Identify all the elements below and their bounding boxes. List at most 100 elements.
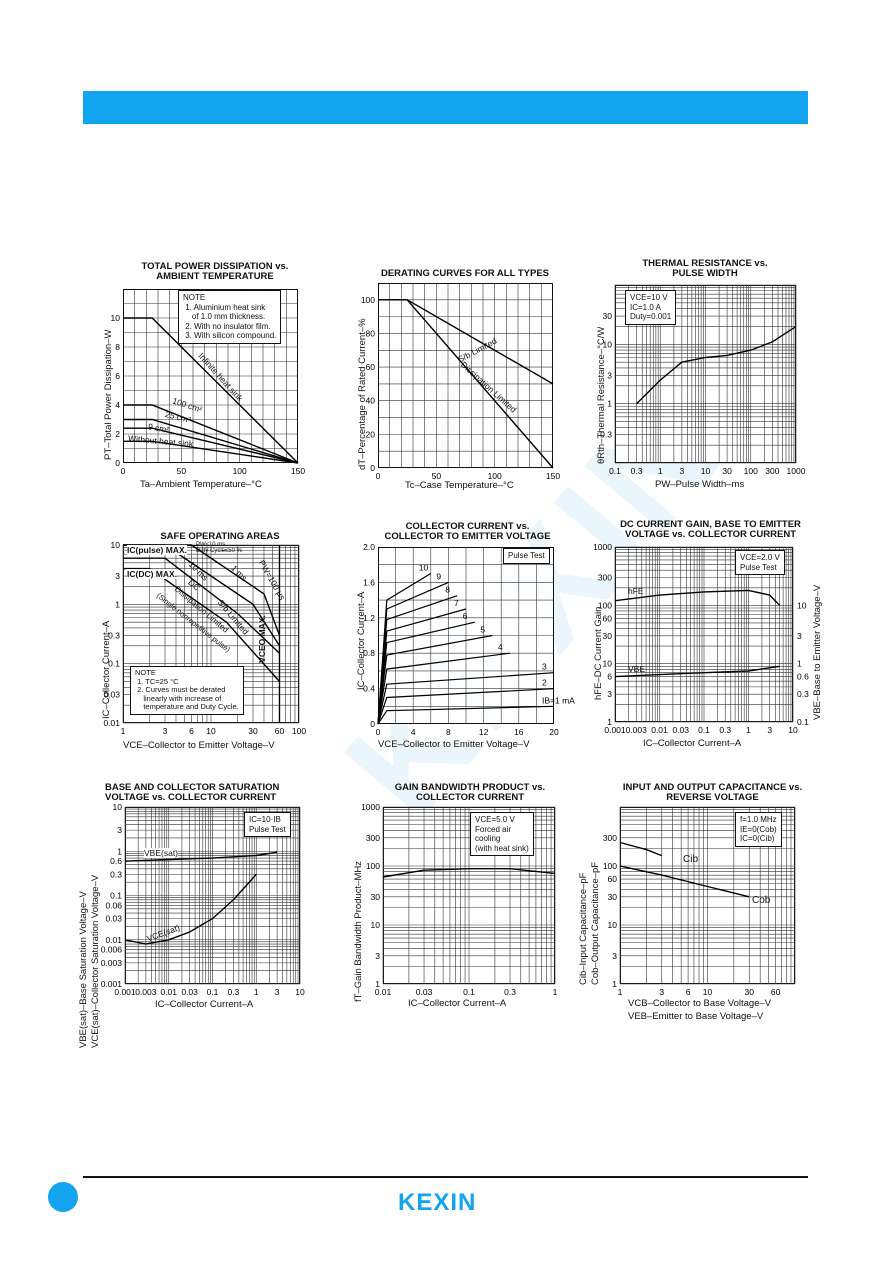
curve-label: 2 <box>542 678 547 688</box>
series-line <box>123 567 281 682</box>
chart-title: COLLECTOR CURRENT vs. COLLECTOR TO EMITT… <box>384 521 551 542</box>
x-tick-label: 0.1 <box>463 987 475 997</box>
x-tick-label: 1 <box>746 725 751 735</box>
y-tick-label: 1 <box>115 599 120 609</box>
x-tick-label: 3 <box>275 987 280 997</box>
y-tick-label: 0.3 <box>110 869 122 879</box>
series-line <box>124 851 278 862</box>
y-tick-label: 1 <box>607 717 612 727</box>
curve-label-hfe: hFE <box>628 586 644 596</box>
x-tick-label: 6 <box>189 726 194 736</box>
x-tick-label: 0.1 <box>609 466 621 476</box>
x-tick-label: 4 <box>411 727 416 737</box>
series-line <box>377 705 555 725</box>
header-bar <box>83 91 808 124</box>
x-tick-label: 0.3 <box>504 987 516 997</box>
x-tick-label: 0 <box>376 471 381 481</box>
chart-title: INPUT AND OUTPUT CAPACITANCE vs. REVERSE… <box>622 782 803 803</box>
x-tick-label: 0.01 <box>375 987 392 997</box>
y-tick-label: 1 <box>612 979 617 989</box>
curve-label: 10 <box>419 563 429 573</box>
y-tick-label: 0.01 <box>103 718 120 728</box>
y-tick-label: 0 <box>370 719 375 729</box>
y-tick-label: 100 <box>361 295 375 305</box>
y-tick-label: 40 <box>366 396 376 406</box>
chart-note: IC=10·IB Pulse Test <box>244 812 291 837</box>
series-line <box>377 634 493 725</box>
x-tick-label: 30 <box>745 987 755 997</box>
x-tick-label: 0.3 <box>631 466 643 476</box>
x-tick-label: 0.03 <box>181 987 198 997</box>
y-tick-label: 6 <box>607 672 612 682</box>
plot-frame <box>378 283 553 468</box>
x-tick-label: 0 <box>376 727 381 737</box>
y-tick-label: 0.06 <box>105 900 122 910</box>
series-line <box>614 665 780 678</box>
x-axis-label: IC–Collector Current–A <box>408 998 507 1009</box>
x-tick-label: 100 <box>488 471 502 481</box>
curve-label: 9 <box>436 571 441 581</box>
x-tick-label: 16 <box>514 727 524 737</box>
series-line <box>123 404 299 464</box>
x-axis-label: Tc–Case Temperature–°C <box>405 480 514 491</box>
x-tick-label: 0.1 <box>207 987 219 997</box>
x-tick-label: 3 <box>679 466 684 476</box>
y-tick-label: 1.2 <box>363 613 375 623</box>
x-tick-label: 20 <box>549 727 559 737</box>
chart-note: NOTE 1. TC=25 °C 2. Curves must be derat… <box>130 666 244 715</box>
curve-label: 6 <box>463 611 468 621</box>
curve-label-ic-dc: IC(DC) MAX. <box>127 569 178 579</box>
y-tick-label: 30 <box>603 311 613 321</box>
x-tick-label: 100 <box>744 466 758 476</box>
y-tick-label: 3 <box>115 571 120 581</box>
x-tick-label: 150 <box>291 466 305 476</box>
series-line <box>378 299 554 469</box>
y-tick-label: 300 <box>598 573 612 583</box>
x-tick-label: 50 <box>432 471 442 481</box>
y-tick-label: 30 <box>371 892 381 902</box>
x-tick-label: 10 <box>206 726 216 736</box>
y-tick-label: 60 <box>366 362 376 372</box>
series-line <box>123 418 299 464</box>
y-tick-label: 0.3 <box>108 630 120 640</box>
x-tick-label: 12 <box>479 727 489 737</box>
curve-label: 7 <box>454 598 459 608</box>
x-tick-label: 3 <box>767 725 772 735</box>
curve-label-vbe-sat: VBE(sat) <box>144 848 179 858</box>
y-tick-label: 0.003 <box>101 958 123 968</box>
curve-label: 8 <box>445 585 450 595</box>
x-axis-label: IC–Collector Current–A <box>643 738 742 749</box>
x-tick-label: 10 <box>295 987 305 997</box>
y2-tick-label: 1 <box>797 659 802 669</box>
series-line <box>123 557 280 654</box>
y-tick-label: 100 <box>598 600 612 610</box>
series-line <box>123 317 299 464</box>
x-tick-label: 1 <box>553 987 558 997</box>
chart-title: DC CURRENT GAIN, BASE TO EMITTER VOLTAGE… <box>620 519 801 540</box>
series-line <box>124 873 257 945</box>
series-line <box>377 652 511 725</box>
brand-logo: KEXIN <box>398 1189 477 1216</box>
y-tick-label: 0.3 <box>600 430 612 440</box>
x-tick-label: 10 <box>703 987 713 997</box>
y-tick-label: 100 <box>603 861 617 871</box>
y2-tick-label: 3 <box>797 631 802 641</box>
y-tick-label: 30 <box>608 892 618 902</box>
x-tick-label: 1 <box>658 466 663 476</box>
x-tick-label: 50 <box>177 466 187 476</box>
y-tick-label: 10 <box>603 339 613 349</box>
x-axis-label: VCE–Collector to Emitter Voltage–V <box>123 740 275 751</box>
chart-title: THERMAL RESISTANCE vs. PULSE WIDTH <box>642 258 768 279</box>
series-line <box>123 427 299 464</box>
x-tick-label: 1000 <box>787 466 806 476</box>
chart-note: Pulse Test <box>503 548 550 564</box>
y-tick-label: 0.4 <box>363 684 375 694</box>
y-tick-label: 3 <box>117 825 122 835</box>
x-tick-label: 10 <box>701 466 711 476</box>
chart-note: NOTE 1. Aluminium heat sink of 1.0 mm th… <box>178 290 282 344</box>
y-tick-label: 0.03 <box>103 690 120 700</box>
page-marker <box>48 1182 78 1212</box>
